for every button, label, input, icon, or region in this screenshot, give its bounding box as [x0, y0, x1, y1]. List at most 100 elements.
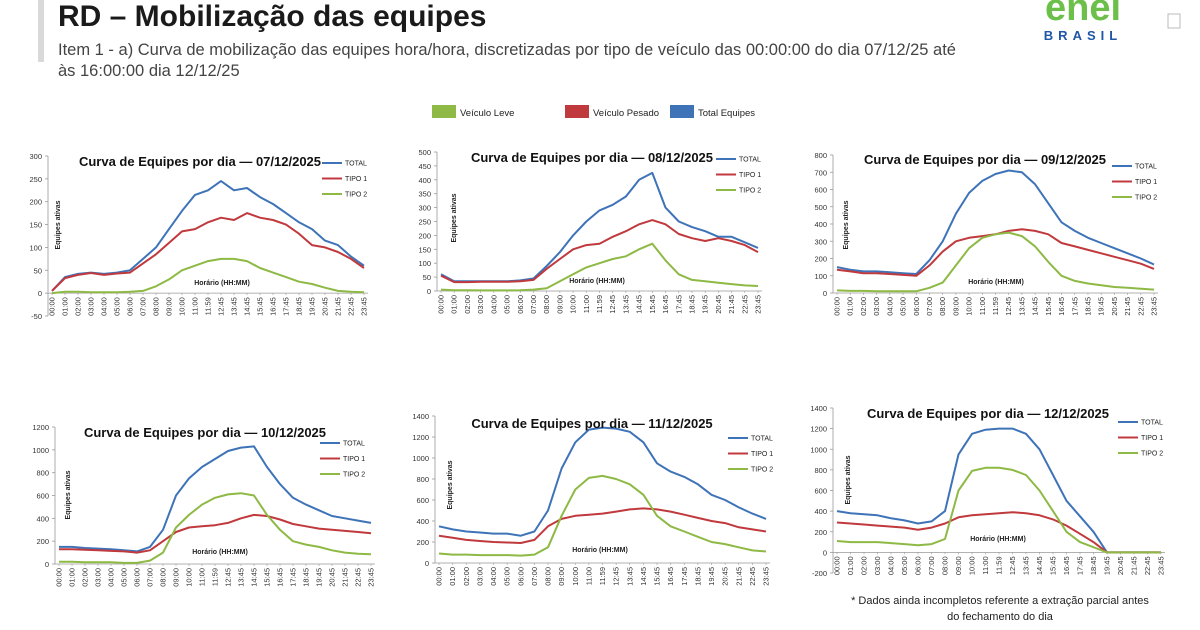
x-tick-label: 23:45 — [1150, 297, 1159, 316]
x-tick-label: 02:00 — [74, 297, 83, 316]
series-line — [59, 445, 372, 553]
x-tick-label: 08:00 — [938, 297, 947, 316]
y-tick-label: 0 — [427, 287, 431, 296]
chart-title: Curva de Equipes por dia — 12/12/2025 — [867, 406, 1109, 421]
x-tick-label: 14:45 — [639, 567, 648, 586]
x-tick-label: 17:45 — [289, 568, 298, 587]
x-tick-label: 17:45 — [282, 297, 291, 316]
x-tick-label: 13:45 — [237, 568, 246, 587]
x-tick-label: 20:45 — [714, 295, 723, 314]
x-tick-label: 04:00 — [489, 295, 498, 314]
x-tick-label: 11:00 — [582, 295, 591, 313]
x-tick-label: 19:45 — [707, 567, 716, 586]
footnote: * Dados ainda incompletos referente a ex… — [851, 595, 1149, 607]
y-tick-label: 300 — [814, 237, 827, 246]
x-tick-label: 07:00 — [529, 295, 538, 314]
x-tick-label: 09:00 — [954, 556, 963, 575]
y-tick-label: 200 — [814, 528, 827, 537]
x-tick-label: 00:00 — [48, 297, 57, 316]
x-tick-label: 22:45 — [1143, 556, 1152, 575]
series-line — [440, 219, 759, 284]
x-tick-label: 11:00 — [978, 297, 987, 315]
chart-title: Curva de Equipes por dia — 11/12/2025 — [471, 416, 712, 431]
series-line — [59, 492, 372, 564]
y-tick-label: 600 — [36, 492, 49, 501]
x-tick-label: 20:45 — [1110, 297, 1119, 316]
x-tick-label: 06:00 — [912, 297, 921, 316]
x-tick-label: 23:45 — [762, 567, 771, 586]
y-tick-label: 800 — [814, 466, 827, 475]
x-tick-label: 04:00 — [489, 567, 498, 586]
x-tick-label: 16:45 — [276, 568, 285, 587]
y-axis-label: Equipes ativas — [55, 200, 62, 249]
x-tick-label: 17:45 — [674, 295, 683, 314]
x-tick-label: 09:00 — [557, 567, 566, 586]
legend-label: Veículo Pesado — [593, 108, 659, 119]
series-line — [836, 228, 1155, 277]
legend-label: TOTAL — [343, 441, 365, 448]
x-tick-label: 04:00 — [885, 297, 894, 316]
x-tick-label: 03:00 — [475, 567, 484, 586]
y-tick-label: 100 — [814, 272, 827, 281]
x-tick-label: 18:45 — [693, 567, 702, 586]
y-tick-label: 150 — [29, 221, 42, 230]
y-tick-label: 400 — [36, 514, 49, 523]
x-tick-label: 15:45 — [263, 568, 272, 587]
x-tick-label: 16:45 — [269, 297, 278, 316]
x-tick-label: 23:45 — [1157, 556, 1166, 575]
x-tick-label: 05:00 — [899, 297, 908, 316]
x-tick-label: 12:45 — [612, 567, 621, 586]
x-tick-label: 10:00 — [968, 556, 977, 575]
x-tick-label: 13:45 — [1017, 297, 1026, 316]
legend-label: Veículo Leve — [460, 108, 514, 119]
series-line — [836, 427, 1161, 554]
chart-title: Curva de Equipes por dia — 07/12/2025 — [79, 154, 321, 169]
x-tick-label: 06:00 — [914, 556, 923, 575]
y-tick-label: 200 — [416, 538, 429, 547]
x-tick-label: 14:45 — [243, 297, 252, 316]
x-tick-label: 13:45 — [230, 297, 239, 316]
legend-label: TOTAL — [739, 157, 761, 164]
series-line — [836, 511, 1161, 554]
y-tick-label: 300 — [29, 152, 42, 161]
y-tick-label: 400 — [418, 176, 431, 185]
x-tick-label: 19:45 — [1097, 297, 1106, 316]
x-tick-label: 19:45 — [315, 568, 324, 587]
x-tick-label: 07:00 — [146, 568, 155, 587]
x-tick-label: 23:45 — [754, 295, 763, 314]
x-tick-label: 10:00 — [569, 295, 578, 314]
y-tick-label: 200 — [418, 231, 431, 240]
x-tick-label: 14:45 — [1035, 556, 1044, 575]
y-tick-label: 250 — [29, 175, 42, 184]
y-tick-label: 600 — [416, 496, 429, 505]
x-tick-label: 22:45 — [748, 567, 757, 586]
y-tick-label: -50 — [31, 312, 42, 321]
logo-country: BRASIL — [1044, 28, 1122, 43]
x-tick-label: 00:00 — [833, 297, 842, 316]
x-tick-label: 13:45 — [1022, 556, 1031, 575]
y-tick-label: 0 — [38, 289, 42, 298]
x-tick-label: 01:00 — [450, 295, 459, 314]
chart-title: Curva de Equipes por dia — 08/12/2025 — [471, 150, 713, 165]
legend-label: TIPO 2 — [1135, 195, 1157, 202]
x-tick-label: 11:59 — [991, 297, 1000, 315]
series-line — [836, 169, 1155, 275]
x-tick-label: 23:45 — [360, 297, 369, 316]
x-tick-label: 11:00 — [584, 567, 593, 585]
y-tick-label: 600 — [814, 487, 827, 496]
x-tick-label: 15:45 — [1044, 297, 1053, 316]
legend-label: TIPO 1 — [1135, 179, 1157, 186]
y-tick-label: 50 — [423, 273, 431, 282]
decoration — [1167, 13, 1181, 29]
x-tick-label: 05:00 — [503, 567, 512, 586]
x-tick-label: 21:45 — [334, 297, 343, 316]
x-tick-label: 17:45 — [680, 567, 689, 586]
series-line — [59, 513, 372, 554]
x-axis-label: Horário (HH:MM) — [970, 536, 1026, 543]
accent-bar — [38, 0, 44, 62]
x-tick-label: 04:00 — [887, 556, 896, 575]
x-tick-label: 01:00 — [61, 297, 70, 316]
y-tick-label: 800 — [814, 151, 827, 160]
y-tick-label: 1200 — [412, 433, 429, 442]
x-tick-label: 05:00 — [113, 297, 122, 316]
